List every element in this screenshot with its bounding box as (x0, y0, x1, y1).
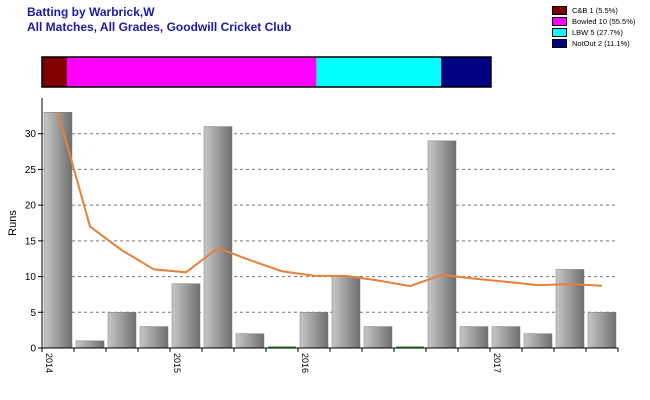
bar (491, 326, 521, 349)
y-tick-label: 30 (25, 129, 37, 140)
bar (555, 269, 585, 349)
bar (523, 333, 553, 349)
legend-label: NotOut 2 (11.1%) (572, 38, 630, 48)
dismissal-summary-bar (41, 56, 492, 88)
y-axis: 0 5 10 15 20 25 30 Runs (7, 98, 43, 355)
bar (171, 283, 201, 349)
dismissal-segment (42, 57, 67, 87)
y-axis-label: Runs (7, 210, 19, 236)
bar (427, 140, 457, 349)
bar (75, 340, 105, 349)
chart-title: Batting by Warbrick,W (27, 5, 155, 19)
legend: C&B 1 (5.5%) Bowled 10 (55.5%) LBW 5 (27.7… (552, 5, 647, 49)
x-tick-label: 2015 (172, 353, 182, 373)
legend-swatch (552, 38, 567, 48)
dismissal-segment (66, 57, 317, 87)
y-tick-label: 15 (25, 236, 37, 247)
legend-item: Bowled 10 (55.5%) (552, 16, 647, 26)
bars (43, 112, 617, 349)
legend-item: NotOut 2 (11.1%) (552, 38, 647, 48)
y-tick-label: 0 (30, 344, 36, 355)
bar (299, 312, 329, 349)
average-line-path (57, 112, 603, 288)
legend-swatch (552, 5, 567, 15)
bar (107, 312, 137, 349)
legend-swatch (552, 27, 567, 37)
bar (363, 326, 393, 349)
dismissal-segment (441, 57, 491, 87)
legend-swatch (552, 16, 567, 26)
y-tick-label: 10 (25, 272, 37, 283)
bar (396, 346, 424, 348)
bar (268, 346, 296, 348)
bar (587, 312, 617, 349)
dismissal-bar-border (41, 56, 492, 88)
average-line (57, 112, 603, 288)
bar (139, 326, 169, 349)
bar (459, 326, 489, 349)
legend-item: LBW 5 (27.7%) (552, 27, 647, 37)
legend-label: LBW 5 (27.7%) (572, 27, 623, 37)
x-tick-label: 2017 (492, 353, 502, 373)
dismissal-segment (316, 57, 442, 87)
gridlines (42, 133, 618, 313)
x-tick-label: 2014 (44, 353, 54, 373)
bar (203, 126, 233, 349)
bar (331, 276, 361, 349)
legend-item: C&B 1 (5.5%) (552, 5, 647, 15)
chart-subtitle: All Matches, All Grades, Goodwill Cricke… (27, 20, 292, 34)
x-tick-label: 2016 (300, 353, 310, 373)
legend-label: C&B 1 (5.5%) (572, 5, 618, 15)
y-tick-label: 20 (25, 201, 37, 212)
y-tick-label: 5 (30, 308, 36, 319)
bar (235, 333, 265, 349)
x-axis: 2014 2015 2016 2017 (41, 347, 619, 373)
y-tick-label: 25 (25, 165, 37, 176)
legend-label: Bowled 10 (55.5%) (572, 16, 636, 26)
